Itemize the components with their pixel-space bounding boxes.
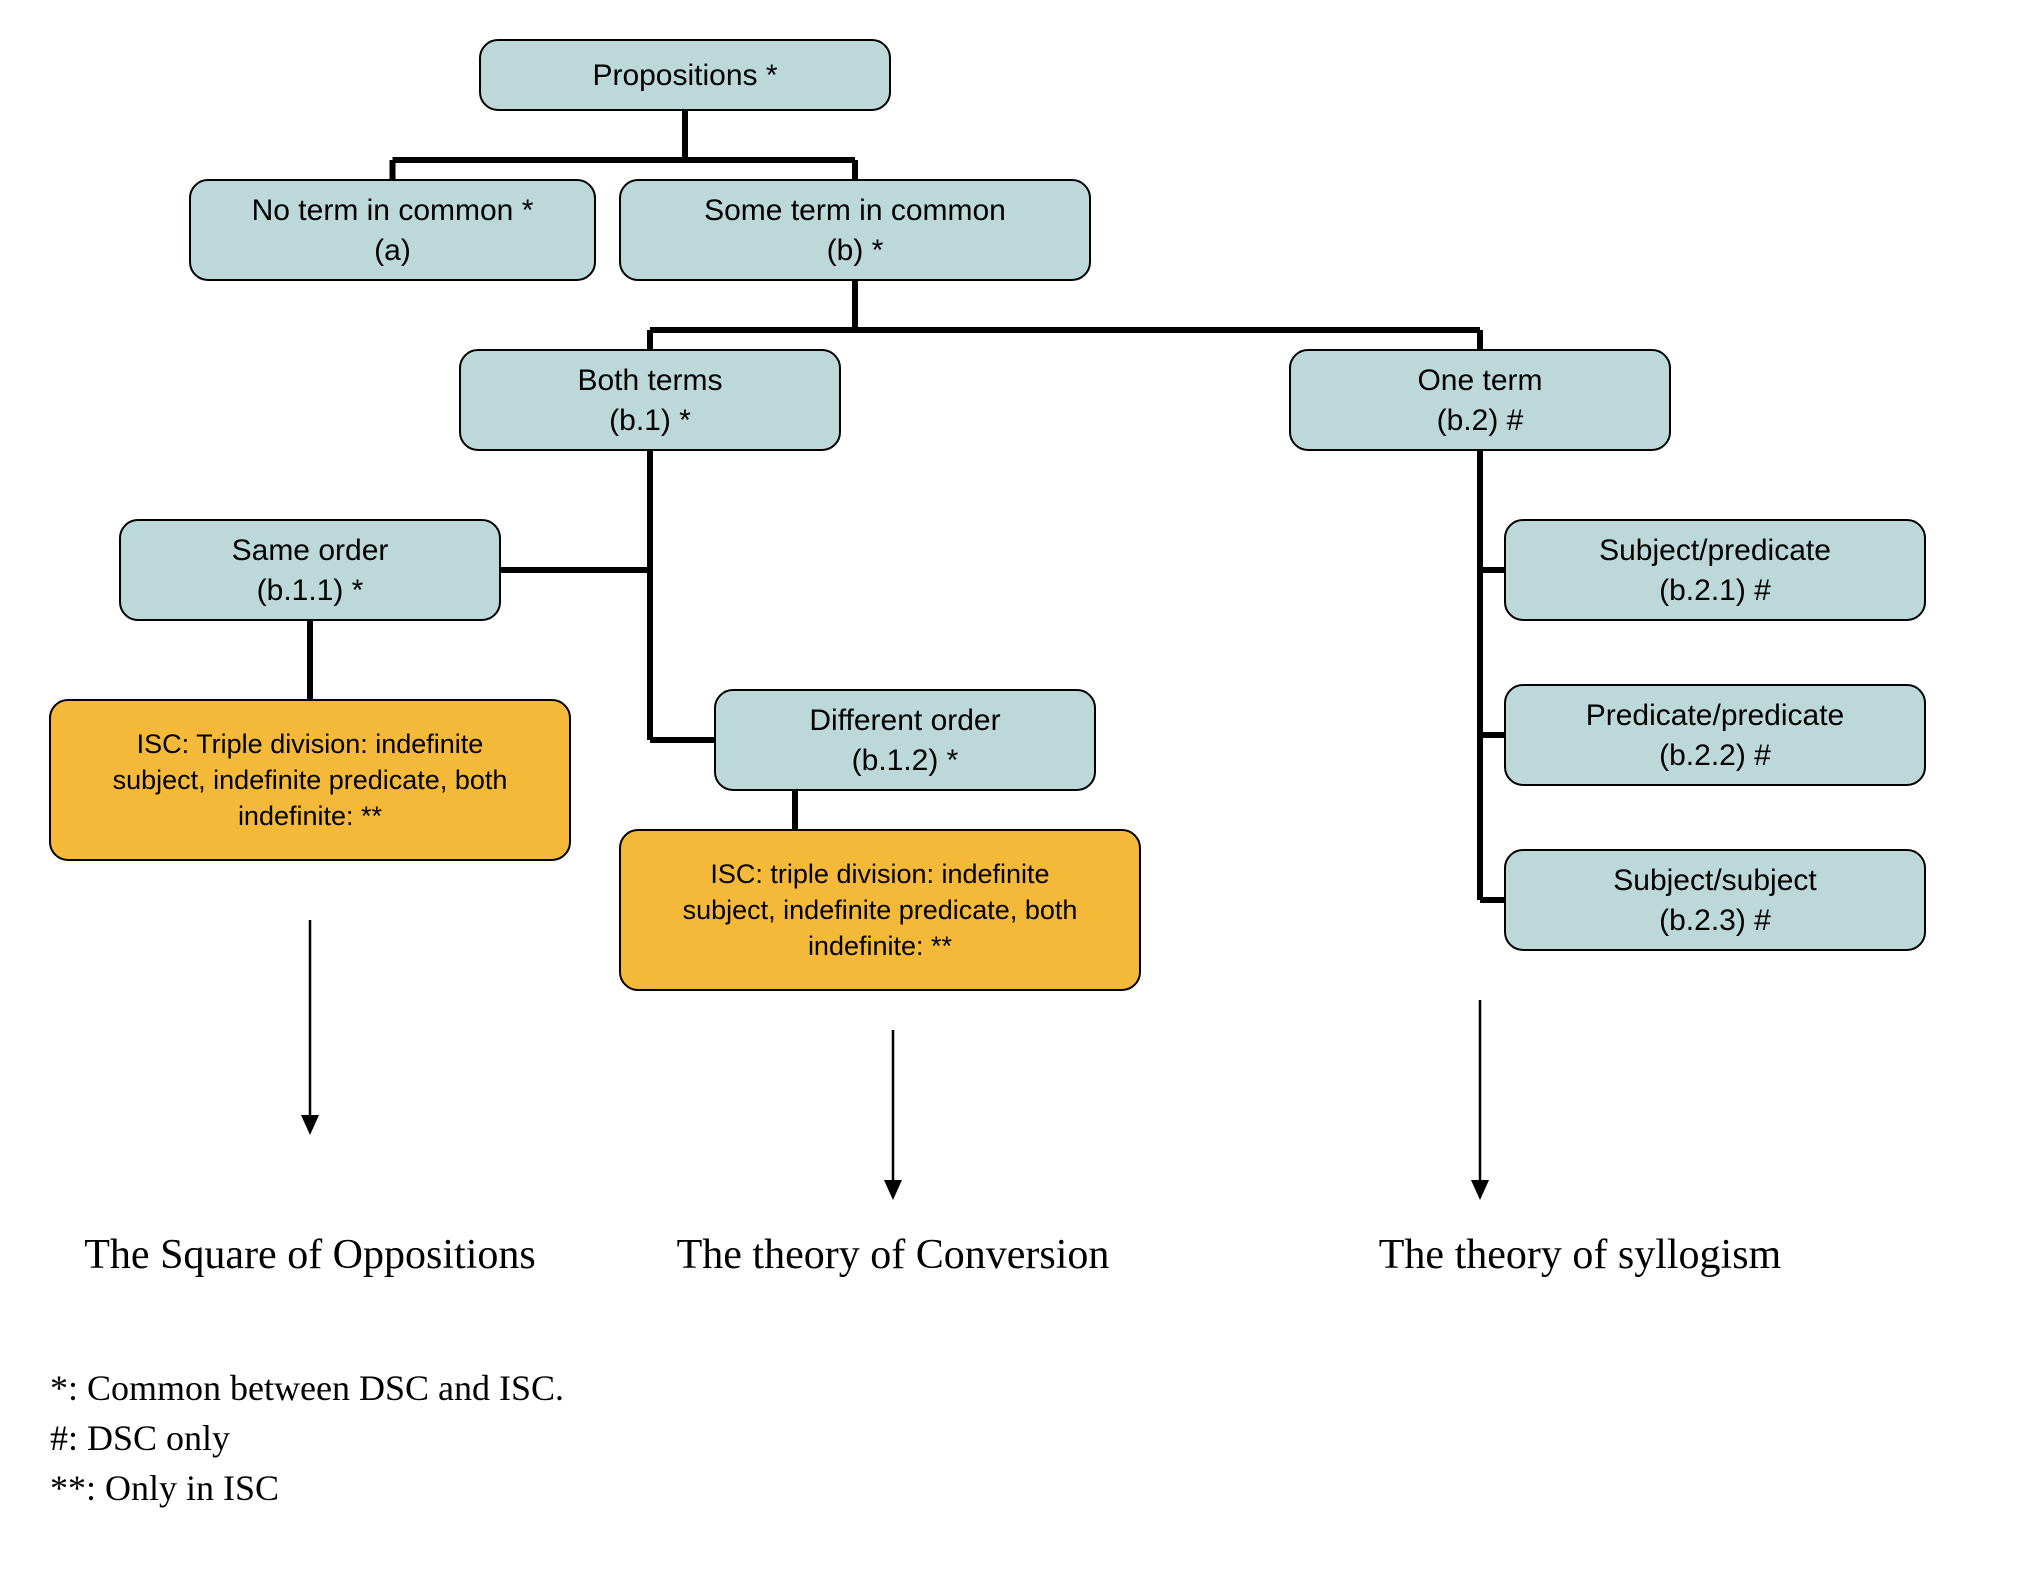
node-b23-line-0: Subject/subject (1613, 864, 1817, 897)
node-b12: Different order (b.1.2) * (715, 690, 1095, 790)
node-b11-line-0: Same order (232, 534, 389, 567)
nodes: Propositions * No term in common * (a) Some… (50, 40, 1925, 990)
node-a-line-1: (a) (374, 234, 411, 267)
outcome-2: The theory of syllogism (1379, 1232, 1782, 1278)
node-b1: Both terms (b.1) * (460, 350, 840, 450)
outcome-1: The theory of Conversion (677, 1232, 1110, 1278)
arrow-head-0 (301, 1115, 319, 1135)
outcome-labels: The Square of Oppositions The theory of C… (84, 1232, 1781, 1278)
legend-line-0: *: Common between DSC and ISC. (50, 1368, 564, 1408)
node-b1-line-0: Both terms (577, 364, 722, 397)
node-root-line-0: Propositions * (592, 59, 777, 92)
node-b22-line-0: Predicate/predicate (1586, 699, 1845, 732)
node-b2-line-1: (b.2) # (1437, 404, 1524, 437)
node-b1-line-1: (b.1) * (609, 404, 691, 437)
node-root: Propositions * (480, 40, 890, 110)
node-isc2: ISC: triple division: indefinite subject,… (620, 830, 1140, 990)
legend-line-1: #: DSC only (50, 1418, 230, 1458)
node-isc2-line-2: indefinite: ** (808, 931, 953, 961)
outcome-0: The Square of Oppositions (84, 1232, 535, 1278)
node-b22: Predicate/predicate (b.2.2) # (1505, 685, 1925, 785)
legend-line-2: **: Only in ISC (50, 1468, 279, 1508)
node-a-line-0: No term in common * (252, 194, 534, 227)
arrow-head-1 (884, 1180, 902, 1200)
node-b2-line-0: One term (1417, 364, 1542, 397)
node-b-line-1: (b) * (827, 234, 884, 267)
node-a: No term in common * (a) (190, 180, 595, 280)
arrow-head-2 (1471, 1180, 1489, 1200)
node-b22-line-1: (b.2.2) # (1659, 739, 1771, 772)
node-b23-line-1: (b.2.3) # (1659, 904, 1771, 937)
node-b11-line-1: (b.1.1) * (257, 574, 364, 607)
node-b21-line-1: (b.2.1) # (1659, 574, 1771, 607)
node-isc1-line-0: ISC: Triple division: indefinite (137, 729, 484, 759)
node-b12-line-1: (b.1.2) * (852, 744, 959, 777)
node-isc1-line-1: subject, indefinite predicate, both (113, 765, 508, 795)
legend: *: Common between DSC and ISC. #: DSC onl… (50, 1368, 564, 1508)
node-b21-line-0: Subject/predicate (1599, 534, 1831, 567)
node-b11: Same order (b.1.1) * (120, 520, 500, 620)
node-isc2-line-0: ISC: triple division: indefinite (710, 859, 1049, 889)
node-b23: Subject/subject (b.2.3) # (1505, 850, 1925, 950)
node-b12-line-0: Different order (809, 704, 1000, 737)
node-b-line-0: Some term in common (704, 194, 1006, 227)
node-isc2-line-1: subject, indefinite predicate, both (683, 895, 1078, 925)
node-b21: Subject/predicate (b.2.1) # (1505, 520, 1925, 620)
node-b: Some term in common (b) * (620, 180, 1090, 280)
node-isc1-line-2: indefinite: ** (238, 801, 383, 831)
node-isc1: ISC: Triple division: indefinite subject,… (50, 700, 570, 860)
tree-diagram: Propositions * No term in common * (a) Some… (0, 0, 2032, 1572)
node-b2: One term (b.2) # (1290, 350, 1670, 450)
